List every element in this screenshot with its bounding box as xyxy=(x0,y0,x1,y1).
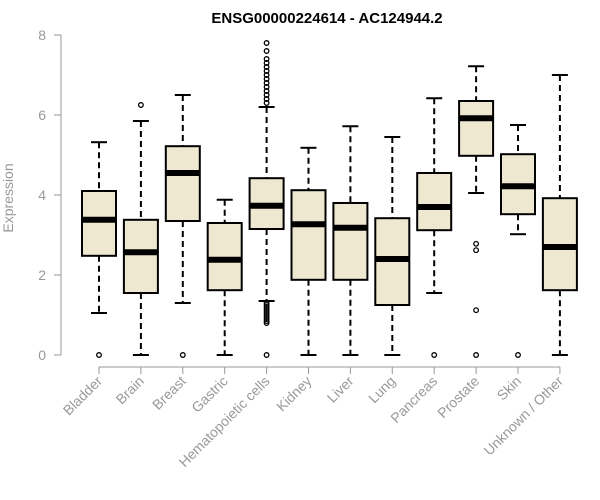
iqr-box-6 xyxy=(332,202,369,281)
outlier-10-0 xyxy=(515,352,521,358)
y-tick-label-4: 4 xyxy=(38,187,46,203)
box-7 xyxy=(374,136,411,356)
x-tick-label-11: Unknown / Other xyxy=(480,373,566,459)
box-4 xyxy=(248,40,285,358)
x-tick-label-5: Kidney xyxy=(273,373,315,415)
outlier-9-3 xyxy=(473,240,480,247)
iqr-box-2 xyxy=(164,145,201,222)
iqr-box-5 xyxy=(290,189,327,281)
iqr-box-0 xyxy=(81,190,117,257)
box-2 xyxy=(164,94,201,358)
outlier-4-11 xyxy=(263,300,270,306)
x-tick-label-0: Bladder xyxy=(60,373,106,419)
box-0 xyxy=(81,141,117,358)
iqr-box-9 xyxy=(458,100,495,157)
y-tick-label-2: 2 xyxy=(38,267,46,283)
box-6 xyxy=(332,125,369,356)
box-9 xyxy=(458,65,495,358)
outlier-4-24 xyxy=(263,48,270,54)
y-tick-label-6: 6 xyxy=(38,107,46,123)
y-tick-label-0: 0 xyxy=(38,347,46,363)
outlier-9-2 xyxy=(473,247,480,254)
box-11 xyxy=(541,74,578,356)
outlier-9-0 xyxy=(473,352,480,358)
outlier-0-0 xyxy=(96,352,102,358)
outlier-9-1 xyxy=(473,307,480,314)
x-tick-label-1: Brain xyxy=(113,373,147,407)
x-tick-label-6: Liver xyxy=(324,373,357,406)
x-tick-label-10: Skin xyxy=(494,373,525,404)
box-10 xyxy=(500,124,536,358)
box-3 xyxy=(206,198,243,356)
x-tick-label-8: Pancreas xyxy=(387,373,440,426)
boxes-group xyxy=(81,40,578,358)
iqr-box-3 xyxy=(206,222,243,292)
outlier-4-25 xyxy=(263,40,270,46)
outlier-4-23 xyxy=(263,56,270,62)
iqr-box-8 xyxy=(416,172,453,232)
x-tick-label-2: Breast xyxy=(149,373,189,413)
box-5 xyxy=(290,146,327,356)
box-8 xyxy=(416,97,453,358)
x-tick-label-7: Lung xyxy=(365,373,398,406)
outlier-2-0 xyxy=(179,352,186,358)
chart-title: ENSG00000224614 - AC124944.2 xyxy=(211,10,442,27)
box-1 xyxy=(122,102,159,356)
outlier-4-0 xyxy=(263,352,270,358)
outlier-8-0 xyxy=(431,352,438,358)
outlier-4-10 xyxy=(263,302,270,308)
y-axis-label: Expression xyxy=(0,163,16,232)
y-axis: 0 2 4 6 8 xyxy=(38,27,62,363)
outlier-1-0 xyxy=(137,102,144,108)
y-tick-label-8: 8 xyxy=(38,27,46,43)
x-tick-label-9: Prostate xyxy=(434,373,482,421)
iqr-box-1 xyxy=(122,218,159,294)
